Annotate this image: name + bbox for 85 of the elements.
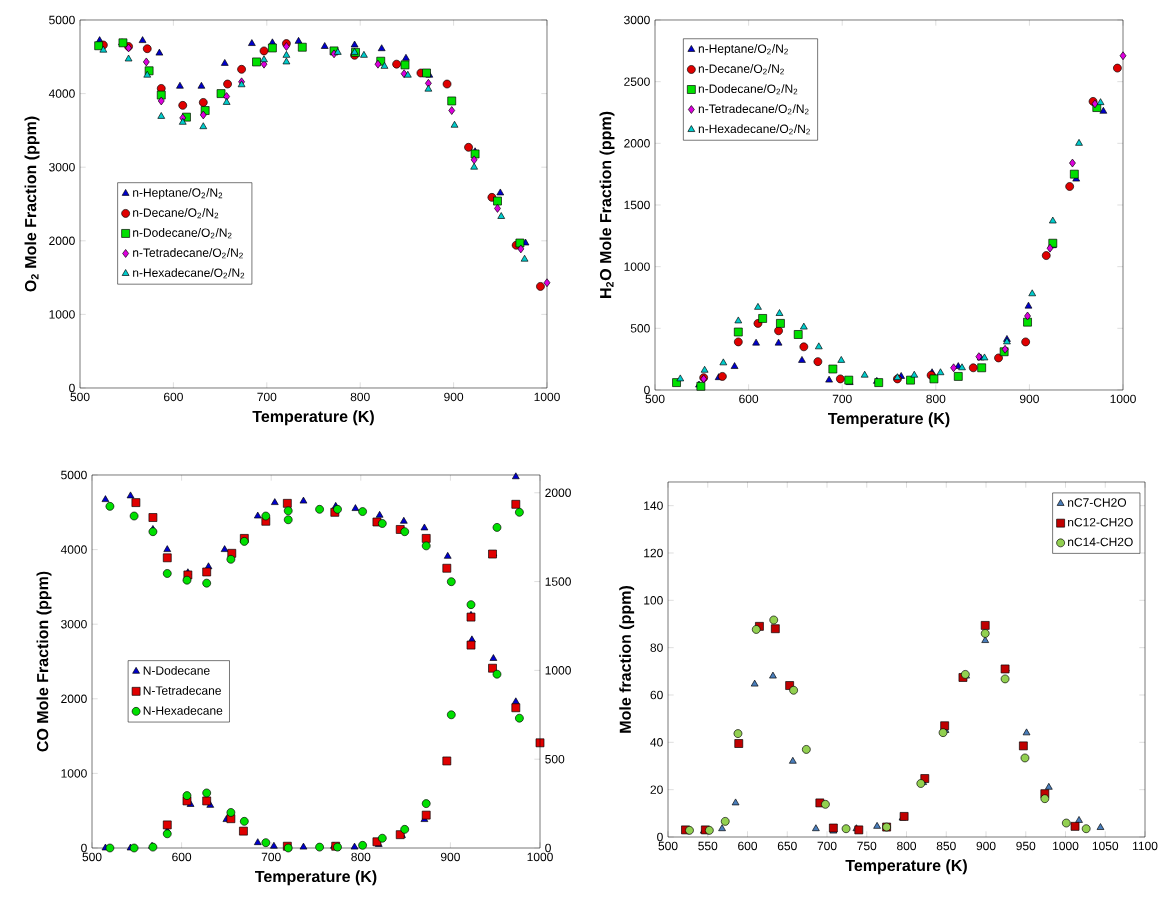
y-tick-label: 140	[644, 501, 663, 510]
y-tick-label: 2000	[61, 694, 87, 704]
x-tick-label: 800	[350, 392, 370, 402]
legend-label: n-Tetradecane/O$_{2}$/N$_{2}$	[133, 248, 243, 259]
legend-label: nC12-CH2O	[1068, 517, 1133, 527]
x-tick-label: 500	[82, 852, 102, 862]
legend-label: n-Tetradecane/O$_{2}$/N$_{2}$	[698, 104, 809, 115]
y-axis-title: Mole fraction (ppm)	[619, 586, 635, 733]
legend-label: nC7-CH2O	[1068, 498, 1127, 507]
legend-label: n-Dodecane/O$_{2}$/N$_{2}$	[698, 84, 798, 95]
y2-tick-label: 1500	[545, 577, 571, 586]
legend-label: N-Tetradecane	[143, 685, 221, 695]
y-tick-label: 0	[657, 832, 663, 842]
y-tick-label: 1000	[49, 310, 75, 319]
x-tick-label: 850	[936, 841, 956, 851]
x-tick-label: 900	[440, 852, 460, 862]
x-tick-label: 1000	[1053, 841, 1079, 851]
legend-label: n-Heptane/O$_{2}$/N$_{2}$	[698, 44, 788, 56]
x-tick-label: 950	[1016, 841, 1036, 851]
x-tick-label: 1050	[1092, 841, 1119, 851]
x-tick-label: 1100	[1133, 841, 1158, 851]
y-tick-label: 2500	[624, 77, 650, 86]
y-tick-label: 4000	[60, 545, 87, 554]
legend-label: n-Hexadecane/O$_{2}$/N$_{2}$	[133, 268, 245, 279]
y-tick-label: 2000	[49, 236, 75, 246]
y-tick-label: 0	[69, 383, 75, 393]
x-tick-label: 700	[832, 394, 852, 404]
y2-tick-label: 0	[545, 843, 551, 853]
y-tick-label: 0	[644, 385, 650, 395]
y-tick-label: 1000	[624, 262, 650, 271]
x-tick-label: 1000	[534, 392, 560, 402]
x-tick-label: 600	[739, 394, 759, 404]
y-tick-label: 4000	[48, 89, 75, 98]
x-axis-title: Temperature (K)	[828, 412, 950, 428]
y-tick-label: 100	[644, 596, 663, 605]
y-tick-label: 0	[81, 843, 87, 853]
y2-tick-label: 500	[545, 754, 565, 764]
x-tick-label: 800	[351, 852, 371, 862]
y-tick-label: 500	[630, 324, 650, 333]
legend-label: n-Decane/O$_{2}$/N$_{2}$	[698, 64, 784, 75]
x-tick-label: 600	[738, 841, 758, 851]
x-tick-label: 800	[926, 394, 946, 404]
y-axis-title: CO Mole Fraction (ppm)	[36, 571, 52, 752]
legend-label: n-Dodecane/O$_{2}$/N$_{2}$	[133, 228, 232, 239]
x-tick-label: 600	[164, 392, 183, 402]
y-axis-title: O$_{2}$ Mole Fraction (ppm)	[24, 116, 40, 292]
legend-label: N-Dodecane	[143, 665, 210, 675]
y-tick-label: 80	[650, 643, 663, 652]
y-tick-label: 1500	[624, 200, 650, 210]
x-tick-label: 800	[897, 841, 917, 851]
y2-tick-label: 1000	[545, 666, 571, 675]
y-tick-label: 3000	[49, 162, 75, 172]
x-tick-label: 550	[698, 841, 718, 851]
legend-label: n-Hexadecane/O$_{2}$/N$_{2}$	[698, 124, 810, 135]
x-tick-label: 600	[172, 852, 192, 862]
x-tick-label: 1000	[1110, 394, 1136, 404]
legend-label: N-Hexadecane	[143, 706, 223, 715]
x-tick-label: 650	[777, 841, 797, 851]
x-tick-label: 750	[857, 841, 877, 851]
x-tick-label: 1000	[527, 852, 553, 862]
y-tick-label: 20	[650, 785, 663, 794]
x-tick-label: 500	[658, 841, 678, 851]
x-axis-title: Temperature (K)	[255, 870, 377, 886]
x-tick-label: 900	[1019, 394, 1039, 404]
y-tick-label: 3000	[624, 15, 650, 25]
legend-label: nC14-CH2O	[1068, 537, 1133, 547]
y-tick-label: 3000	[61, 619, 87, 629]
x-tick-label: 700	[261, 852, 281, 862]
y-tick-label: 60	[650, 690, 663, 700]
y-tick-label: 2000	[624, 139, 650, 148]
x-tick-label: 700	[257, 392, 277, 402]
x-tick-label: 700	[817, 841, 837, 851]
x-axis-title: Temperature (K)	[252, 410, 374, 426]
x-axis-title: Temperature (K)	[845, 859, 967, 875]
y2-tick-label: 2000	[545, 488, 571, 498]
y-tick-label: 120	[644, 548, 663, 558]
y-tick-label: 5000	[61, 470, 87, 480]
x-tick-label: 900	[444, 392, 464, 402]
y-tick-label: 1000	[61, 769, 87, 778]
y-axis-title: H$_{2}$O Mole Fraction (ppm)	[599, 111, 615, 298]
legend-label: n-Heptane/O$_{2}$/N$_{2}$	[133, 188, 223, 200]
y-tick-label: 40	[650, 738, 663, 747]
x-tick-label: 900	[976, 841, 996, 851]
legend-label: n-Decane/O$_{2}$/N$_{2}$	[133, 208, 219, 219]
y-tick-label: 5000	[49, 15, 75, 25]
